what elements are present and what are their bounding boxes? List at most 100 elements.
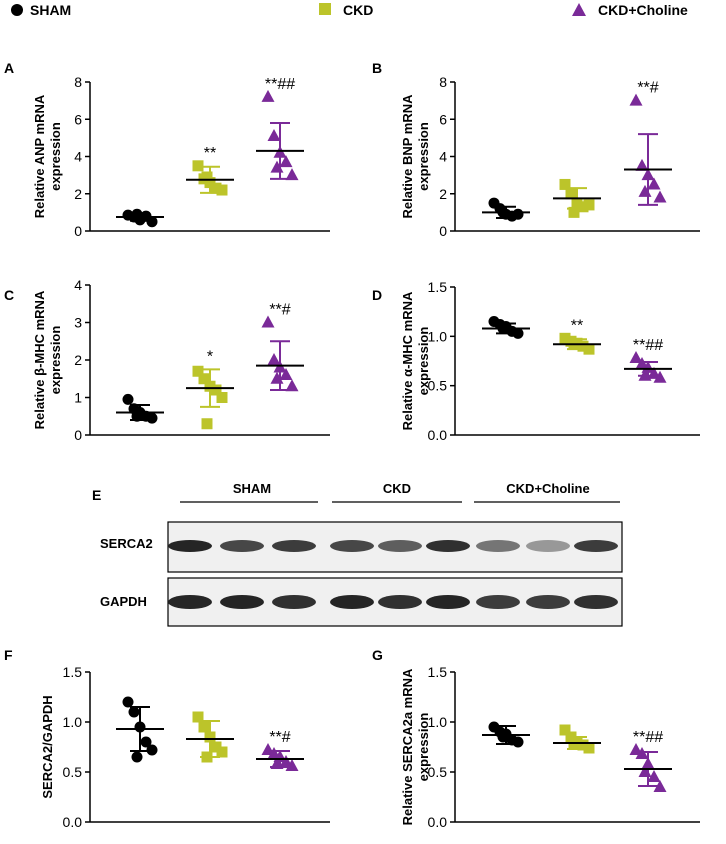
data-point bbox=[559, 178, 571, 190]
data-point bbox=[146, 412, 158, 424]
blot-band-serca2 bbox=[476, 540, 520, 552]
data-point bbox=[201, 171, 213, 183]
panel-label-g: G bbox=[372, 647, 383, 663]
group-ckd-f bbox=[186, 711, 234, 763]
chart-panel-c: 0 1 2 3 4 Relative β-MHC mRNAexpression * **# bbox=[32, 277, 330, 443]
data-point bbox=[198, 373, 210, 385]
significance-label: **## bbox=[633, 729, 663, 746]
y-axis-label-f: SERCA2/GAPDH bbox=[40, 695, 55, 798]
data-point bbox=[192, 365, 204, 377]
data-point bbox=[559, 332, 571, 344]
panel-label-f: F bbox=[4, 647, 13, 663]
group-ckd-d: ** bbox=[553, 317, 601, 355]
group-ckd-b bbox=[553, 178, 601, 218]
panel-label-e: E bbox=[92, 487, 101, 503]
data-point bbox=[210, 182, 222, 194]
y-tick-label-b: 4 bbox=[439, 149, 447, 165]
blot-band-gapdh bbox=[574, 595, 618, 609]
chart-panel-f: 0.0 0.5 1.0 1.5 SERCA2/GAPDH **# bbox=[40, 664, 330, 830]
significance-label: * bbox=[207, 348, 213, 365]
data-point bbox=[629, 351, 643, 364]
group-ckd-choline-d: **## bbox=[624, 337, 672, 383]
blot-band-serca2 bbox=[272, 540, 316, 552]
y-axis-label-b: Relative BNP mRNAexpression bbox=[400, 94, 431, 219]
group-ckd-c: * bbox=[186, 348, 234, 430]
group-sham-g bbox=[482, 721, 530, 748]
blot-band-gapdh bbox=[526, 595, 570, 609]
y-tick-label-f: 1.5 bbox=[63, 664, 83, 680]
y-tick-label-d: 1.5 bbox=[428, 279, 448, 295]
y-axis-label-a: Relative ANP mRNAexpression bbox=[32, 94, 63, 218]
y-tick-label-a: 4 bbox=[74, 149, 82, 165]
group-sham-a bbox=[116, 208, 164, 228]
data-point bbox=[192, 160, 204, 172]
blot-band-serca2 bbox=[378, 540, 422, 552]
blot-band-gapdh bbox=[272, 595, 316, 609]
data-point bbox=[216, 746, 228, 758]
data-point bbox=[279, 368, 293, 380]
y-tick-label-c: 1 bbox=[74, 390, 82, 406]
y-tick-label-a: 8 bbox=[74, 74, 82, 90]
legend-marker-sham bbox=[11, 4, 23, 16]
significance-label: **# bbox=[637, 80, 658, 97]
data-point bbox=[192, 711, 204, 723]
y-tick-label-c: 0 bbox=[74, 427, 82, 443]
blot-group-label-choline: CKD+Choline bbox=[506, 481, 589, 496]
data-point bbox=[128, 706, 140, 718]
blot-band-gapdh bbox=[476, 595, 520, 609]
blot-band-gapdh bbox=[330, 595, 374, 609]
y-tick-label-a: 2 bbox=[74, 186, 82, 202]
y-axis-label-d: Relative α-MHC mRNAexpression bbox=[400, 291, 431, 430]
legend-label-ckd: CKD bbox=[343, 2, 373, 18]
y-tick-label-c: 2 bbox=[74, 352, 82, 368]
data-point bbox=[146, 216, 158, 228]
y-tick-label-a: 6 bbox=[74, 111, 82, 127]
data-point bbox=[261, 89, 275, 102]
group-ckd-choline-c: **# bbox=[256, 302, 304, 392]
blot-band-serca2 bbox=[574, 540, 618, 552]
data-point bbox=[216, 392, 228, 403]
blot-row-label-serca2: SERCA2 bbox=[100, 536, 153, 551]
group-ckd-a: ** bbox=[186, 145, 234, 196]
western-blot-panel: SHAM CKD CKD+Choline SERCA2 GAPDH bbox=[100, 481, 623, 627]
y-tick-label-d: 1.0 bbox=[428, 328, 448, 344]
blot-band-gapdh bbox=[426, 595, 470, 609]
panel-label-c: C bbox=[4, 287, 14, 303]
data-point bbox=[279, 155, 293, 168]
legend: SHAM CKD CKD+Choline bbox=[11, 2, 688, 18]
y-tick-label-d: 0.5 bbox=[428, 378, 448, 394]
data-point bbox=[279, 755, 293, 767]
y-tick-label-b: 6 bbox=[439, 111, 447, 127]
blot-band-serca2 bbox=[526, 540, 570, 552]
y-tick-label-g: 0.5 bbox=[428, 764, 448, 780]
group-ckd-choline-a: **## bbox=[256, 76, 304, 181]
data-point bbox=[577, 340, 589, 352]
blot-row-label-gapdh: GAPDH bbox=[100, 594, 147, 609]
data-point bbox=[122, 696, 134, 708]
data-point bbox=[653, 780, 667, 792]
legend-label-choline: CKD+Choline bbox=[598, 2, 688, 18]
blot-group-label-sham: SHAM bbox=[233, 481, 271, 496]
group-ckd-choline-b: **# bbox=[624, 80, 672, 206]
data-point bbox=[131, 751, 143, 763]
data-point bbox=[512, 736, 524, 748]
data-point bbox=[146, 744, 158, 756]
y-tick-label-b: 2 bbox=[439, 186, 447, 202]
group-ckd-choline-f: **# bbox=[256, 729, 304, 771]
blot-group-label-ckd: CKD bbox=[383, 481, 411, 496]
group-ckd-g bbox=[553, 724, 601, 754]
legend-label-sham: SHAM bbox=[30, 2, 71, 18]
data-point bbox=[261, 315, 275, 328]
y-tick-label-a: 0 bbox=[74, 223, 82, 239]
y-tick-label-d: 0.0 bbox=[428, 427, 448, 443]
y-tick-label-f: 0.5 bbox=[63, 764, 83, 780]
data-point bbox=[267, 129, 281, 142]
significance-label: ** bbox=[204, 145, 216, 162]
data-point bbox=[285, 168, 299, 181]
group-sham-d bbox=[482, 316, 530, 339]
panel-label-a: A bbox=[4, 60, 14, 76]
data-point bbox=[267, 353, 281, 365]
y-axis-label-g: Relative SERCA2a mRNAexpression bbox=[400, 668, 431, 825]
